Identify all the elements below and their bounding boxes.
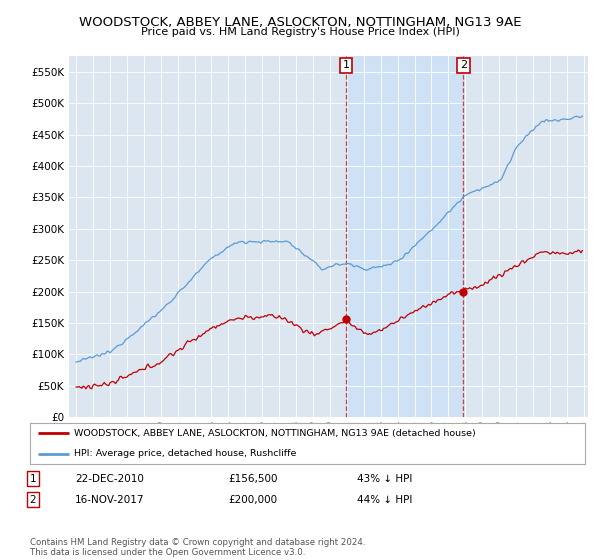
Text: HPI: Average price, detached house, Rushcliffe: HPI: Average price, detached house, Rush… — [74, 449, 297, 458]
Text: Price paid vs. HM Land Registry's House Price Index (HPI): Price paid vs. HM Land Registry's House … — [140, 27, 460, 37]
Text: 2: 2 — [29, 494, 37, 505]
Text: 22-DEC-2010: 22-DEC-2010 — [75, 474, 144, 484]
Text: 1: 1 — [343, 60, 350, 71]
Text: WOODSTOCK, ABBEY LANE, ASLOCKTON, NOTTINGHAM, NG13 9AE: WOODSTOCK, ABBEY LANE, ASLOCKTON, NOTTIN… — [79, 16, 521, 29]
Text: £200,000: £200,000 — [228, 494, 277, 505]
Text: 2: 2 — [460, 60, 467, 71]
Text: £156,500: £156,500 — [228, 474, 277, 484]
Text: 43% ↓ HPI: 43% ↓ HPI — [357, 474, 412, 484]
Text: 1: 1 — [29, 474, 37, 484]
Text: WOODSTOCK, ABBEY LANE, ASLOCKTON, NOTTINGHAM, NG13 9AE (detached house): WOODSTOCK, ABBEY LANE, ASLOCKTON, NOTTIN… — [74, 429, 476, 438]
Text: 44% ↓ HPI: 44% ↓ HPI — [357, 494, 412, 505]
Bar — [346, 56, 463, 417]
Text: Contains HM Land Registry data © Crown copyright and database right 2024.
This d: Contains HM Land Registry data © Crown c… — [30, 538, 365, 557]
Text: 16-NOV-2017: 16-NOV-2017 — [75, 494, 145, 505]
